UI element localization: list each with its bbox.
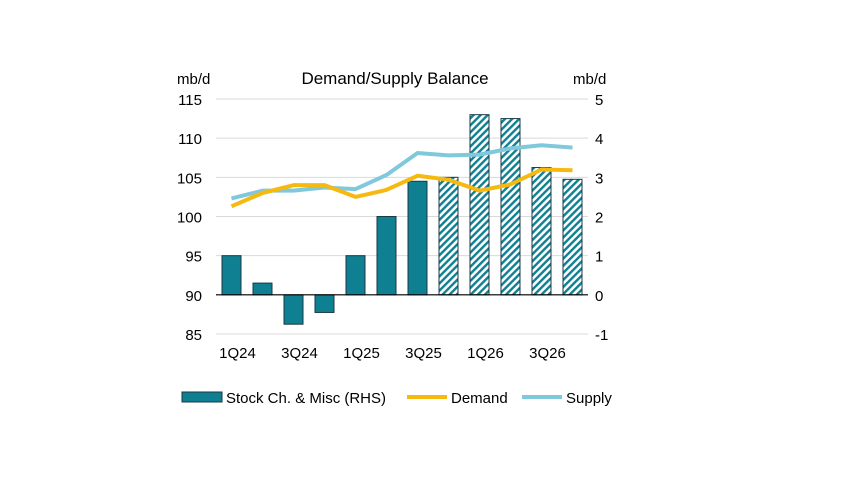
right-tick-label: 3 [595, 170, 603, 187]
right-tick-label: 2 [595, 210, 603, 227]
left-tick-label: 105 [177, 170, 202, 187]
line-demand [230, 167, 573, 209]
bar-4Q24 [314, 294, 335, 313]
right-axis-unit: mb/d [573, 71, 606, 88]
chart-title: Demand/Supply Balance [301, 69, 488, 88]
x-tick-label: 3Q24 [281, 345, 318, 362]
legend-label-supply: Supply [566, 390, 612, 407]
left-tick-label: 100 [177, 210, 202, 227]
left-tick-label: 95 [185, 249, 202, 266]
legend-label-demand: Demand [451, 390, 508, 407]
bar-2Q25 [376, 216, 397, 296]
bar-1Q26 [469, 114, 490, 296]
x-tick-label: 1Q26 [467, 345, 504, 362]
bar-2Q24 [252, 282, 273, 296]
x-tick-label: 1Q24 [219, 345, 256, 362]
line-supply [231, 143, 573, 201]
legend-label-stock: Stock Ch. & Misc (RHS) [226, 390, 386, 407]
bar-4Q25 [438, 176, 459, 296]
right-tick-label: 1 [595, 249, 603, 266]
left-tick-label: 85 [185, 327, 202, 344]
bar-1Q24 [221, 255, 242, 296]
bar-4Q26 [562, 178, 583, 296]
bar-2Q26 [500, 118, 521, 296]
right-tick-label: 4 [595, 131, 603, 148]
right-tick-label: 5 [595, 92, 603, 109]
left-tick-label: 90 [185, 288, 202, 305]
bar-3Q26 [531, 167, 552, 296]
right-tick-label: -1 [595, 327, 608, 344]
legend: Stock Ch. & Misc (RHS) Demand Supply [181, 390, 612, 407]
bar-1Q25 [345, 255, 366, 296]
x-tick-label: 3Q25 [405, 345, 442, 362]
left-axis-unit: mb/d [177, 71, 210, 88]
x-tick-label: 3Q26 [529, 345, 566, 362]
legend-swatch-stock [181, 391, 223, 403]
left-tick-label: 115 [178, 92, 202, 109]
left-tick-label: 110 [178, 131, 202, 148]
right-tick-label: 0 [595, 288, 603, 305]
bar-3Q24 [283, 294, 304, 325]
x-tick-label: 1Q25 [343, 345, 380, 362]
bar-3Q25 [407, 180, 428, 296]
